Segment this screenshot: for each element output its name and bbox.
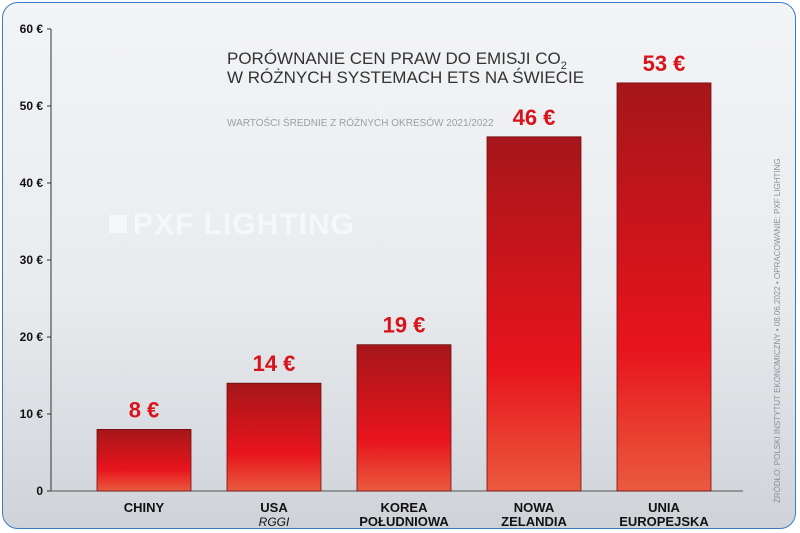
title-line-1: PORÓWNANIE CEN PRAW DO EMISJI CO2 bbox=[227, 49, 567, 72]
bar bbox=[616, 82, 712, 492]
bar bbox=[486, 136, 582, 492]
chart-title: PORÓWNANIE CEN PRAW DO EMISJI CO2 W RÓŻN… bbox=[227, 49, 584, 87]
y-tick-label: 50 € bbox=[20, 99, 44, 113]
value-label: 53 € bbox=[643, 51, 686, 76]
chart-subtitle: WARTOŚCI ŚREDNIE Z RÓŻNYCH OKRESÓW 2021/… bbox=[227, 116, 494, 129]
value-label: 8 € bbox=[129, 397, 160, 422]
y-tick-label: 40 € bbox=[20, 176, 44, 190]
bar bbox=[226, 382, 322, 492]
title-line-1-text: PORÓWNANIE CEN PRAW DO EMISJI CO bbox=[227, 49, 561, 68]
watermark-text: PXF LIGHTING bbox=[133, 208, 355, 241]
category-label-line-2: ZELANDIA bbox=[501, 514, 567, 529]
y-axis-ticks: 0 10 € 20 € 30 € 40 € 50 € 60 € bbox=[20, 22, 51, 498]
watermark: PXF LIGHTING bbox=[109, 208, 355, 241]
category-label: UNIA bbox=[648, 500, 680, 515]
y-tick-label: 60 € bbox=[20, 22, 44, 36]
watermark-logo-icon bbox=[109, 215, 127, 233]
value-label: 14 € bbox=[253, 351, 296, 376]
category-sublabel: RGGI bbox=[259, 515, 290, 529]
bars bbox=[96, 82, 712, 492]
y-tick-label: 0 bbox=[36, 484, 43, 498]
value-label: 46 € bbox=[513, 105, 556, 130]
category-label: CHINY bbox=[124, 500, 165, 515]
value-labels: 8 € 14 € 19 € 46 € 53 € bbox=[129, 51, 686, 422]
category-label: USA bbox=[260, 500, 288, 515]
bar bbox=[96, 428, 192, 492]
y-tick-label: 10 € bbox=[20, 407, 44, 421]
title-subscript: 2 bbox=[561, 60, 567, 72]
category-label: NOWA bbox=[514, 500, 555, 515]
bar bbox=[356, 344, 452, 492]
bar-chart: PXF LIGHTING PORÓWNANIE CEN PRAW DO EMIS… bbox=[20, 22, 782, 529]
value-label: 19 € bbox=[383, 313, 426, 338]
category-label-line-2: POŁUDNIOWA bbox=[359, 514, 449, 529]
source-note: ŹRÓDŁO: POLSKI INSTYTUT EKONOMICZNY • 08… bbox=[773, 158, 782, 503]
y-tick-label: 30 € bbox=[20, 253, 44, 267]
category-label-line-2: EUROPEJSKA bbox=[619, 514, 709, 529]
title-line-2: W RÓŻNYCH SYSTEMACH ETS NA ŚWIECIE bbox=[227, 68, 584, 87]
category-label: KOREA bbox=[381, 500, 429, 515]
y-tick-label: 20 € bbox=[20, 330, 44, 344]
